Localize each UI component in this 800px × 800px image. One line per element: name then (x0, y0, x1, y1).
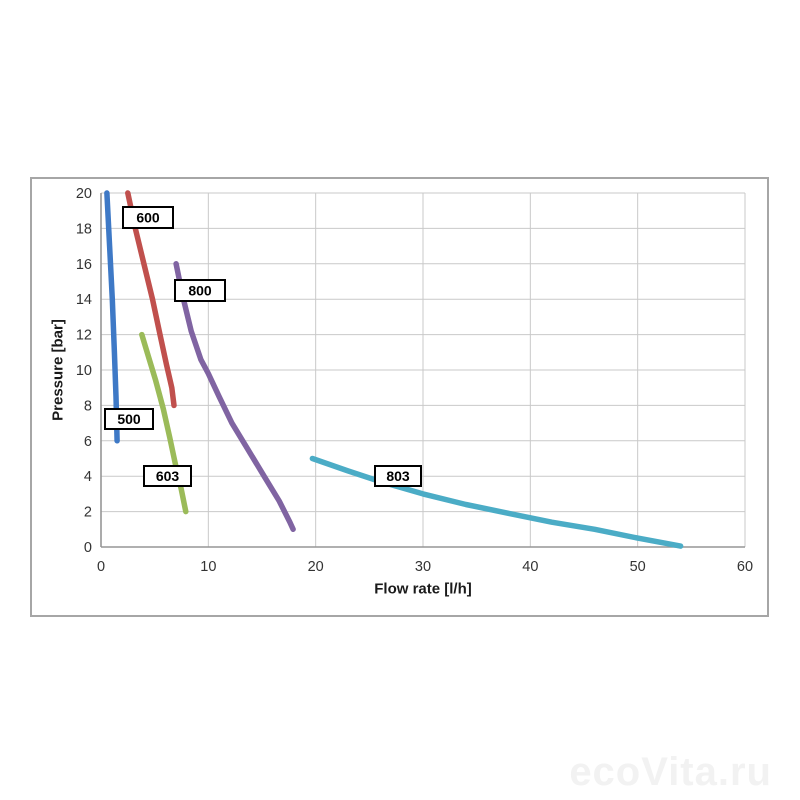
y-tick-label: 6 (84, 434, 92, 450)
series-800-curve (173, 261, 296, 533)
x-tick-label: 0 (97, 559, 105, 575)
x-tick-label: 10 (200, 559, 216, 575)
x-axis-title: Flow rate [l/h] (374, 580, 472, 598)
series-603-label-box (143, 465, 192, 487)
y-tick-label: 0 (84, 540, 92, 556)
series-500-label: 500 (117, 411, 141, 427)
x-tick-label: 20 (308, 559, 324, 575)
y-axis-title: Pressure [bar] (49, 319, 67, 421)
y-tick-label: 12 (76, 328, 92, 344)
series-500-label-box (104, 408, 154, 430)
series-803-label: 803 (386, 468, 410, 484)
y-tick-label: 2 (84, 505, 92, 521)
x-tick-label: 60 (737, 559, 753, 575)
series-603-label: 603 (156, 468, 180, 484)
x-tick-label: 40 (522, 559, 538, 575)
series-600-label: 600 (136, 210, 160, 226)
y-tick-label: 20 (76, 186, 92, 202)
y-tick-label: 4 (84, 469, 92, 485)
plot-area: 500 600 603 800 803 0 2 4 6 8 10 12 14 16 18 20 0 10 20 30 4… (76, 186, 753, 575)
chart-frame: 500 600 603 800 803 0 2 4 6 8 10 12 14 16 18 20 0 10 20 30 4… (30, 177, 769, 617)
watermark: ecoVita.ru (569, 750, 772, 794)
series-803-label-box (374, 465, 422, 487)
y-tick-label: 18 (76, 221, 92, 237)
series-800-label: 800 (188, 283, 212, 299)
series-600-label-box (122, 206, 174, 229)
x-tick-label: 50 (630, 559, 646, 575)
y-tick-label: 16 (76, 257, 92, 273)
series-600-curve (125, 190, 177, 409)
series-500-curve (104, 190, 120, 444)
y-tick-label: 10 (76, 363, 92, 379)
series-803-curve (309, 455, 684, 549)
y-tick-label: 8 (84, 398, 92, 414)
series-800-label-box (174, 279, 226, 302)
x-tick-label: 30 (415, 559, 431, 575)
y-tick-label: 14 (76, 292, 92, 308)
